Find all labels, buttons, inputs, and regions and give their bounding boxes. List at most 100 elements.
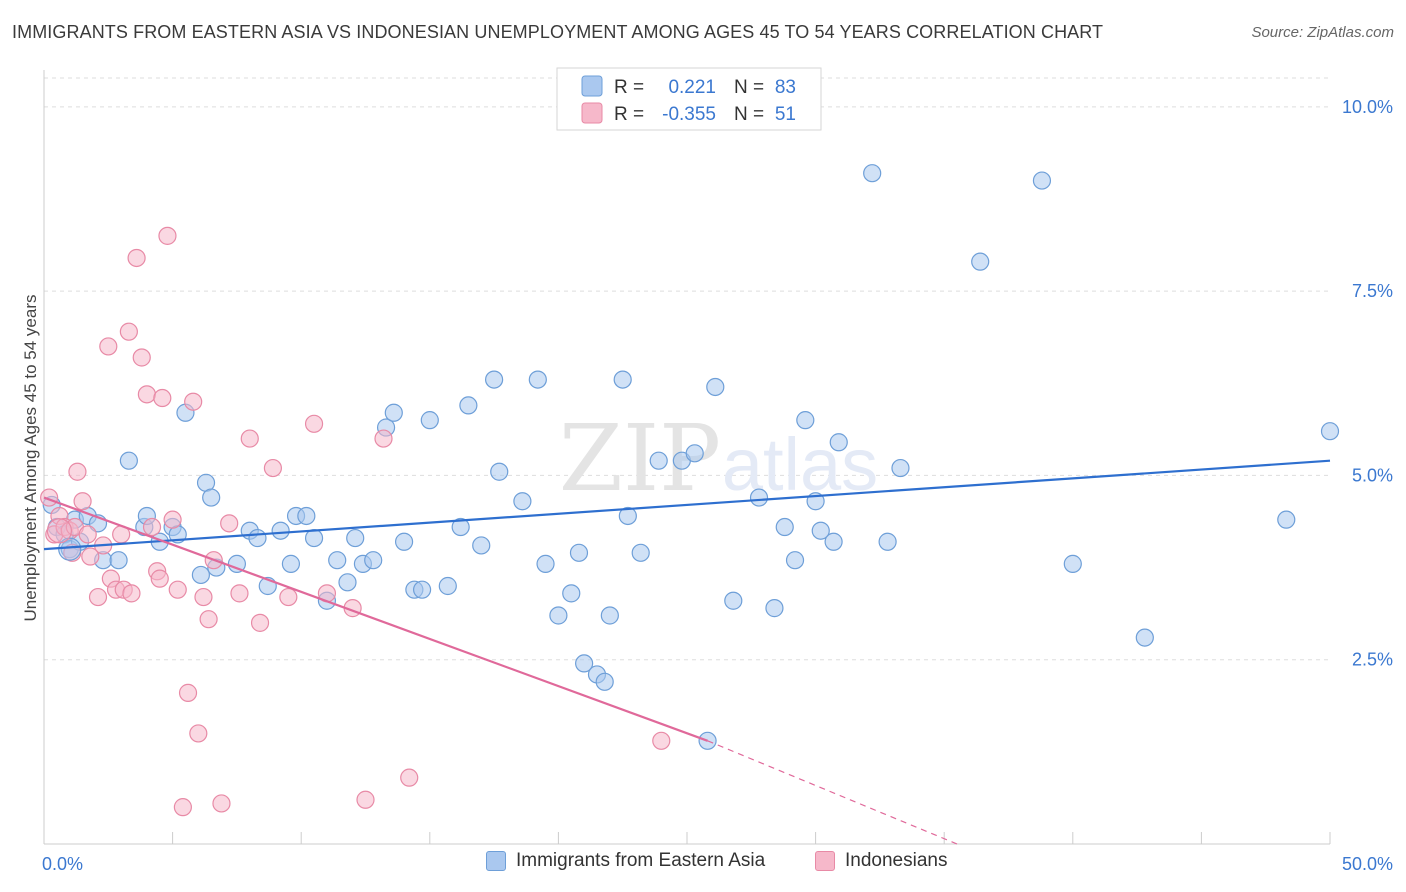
eastern-asia-point-73 <box>811 521 830 540</box>
watermark: ZIP atlas <box>559 405 878 512</box>
legend-n-value-0: 83 <box>775 77 796 98</box>
indonesian-point-7 <box>73 492 92 511</box>
eastern-asia-point-29 <box>304 528 324 548</box>
eastern-asia-point-54 <box>575 654 594 673</box>
eastern-asia-point-57 <box>600 606 619 625</box>
indonesian-point-47 <box>374 429 393 448</box>
eastern-asia-point-48 <box>513 492 532 511</box>
y-tick-label-2: 7.5% <box>1352 281 1393 301</box>
indonesian-trend-extension <box>707 740 958 845</box>
eastern-asia-point-31 <box>328 551 347 570</box>
indonesian-point-37 <box>220 514 239 533</box>
legend-stats: R = 0.221 N = 83 R = -0.355 N = 51 <box>556 67 822 131</box>
eastern-asia-point-66 <box>724 591 743 610</box>
indonesian-point-25 <box>153 388 172 408</box>
legend-n-label-0: N = <box>734 77 764 98</box>
eastern-asia-point-75 <box>829 433 848 452</box>
eastern-asia-point-67 <box>749 488 769 507</box>
eastern-asia-point-70 <box>785 551 805 570</box>
x-tick-label-0: 0.0% <box>42 854 83 874</box>
legend-swatch-pink <box>815 851 835 871</box>
trend-layer <box>43 459 1331 845</box>
legend-label-indonesians: Indonesians <box>845 850 948 871</box>
eastern-asia-point-65 <box>706 377 725 397</box>
eastern-asia-point-71 <box>796 411 815 430</box>
eastern-asia-point-56 <box>595 672 614 691</box>
indonesian-point-28 <box>168 580 187 599</box>
eastern-asia-point-10 <box>119 451 138 470</box>
indonesian-point-49 <box>652 731 671 750</box>
eastern-asia-point-79 <box>971 252 990 271</box>
indonesian-cluster-point <box>46 518 73 544</box>
eastern-asia-point-83 <box>1277 510 1296 529</box>
indonesian-point-27 <box>163 510 182 529</box>
eastern-asia-point-80 <box>1032 171 1052 190</box>
y-axis-label: Unemployment Among Ages 45 to 54 years <box>21 295 40 622</box>
eastern-asia-point-32 <box>338 573 357 592</box>
legend-label-eastern-asia: Immigrants from Eastern Asia <box>516 850 766 871</box>
eastern-asia-point-45 <box>472 536 491 555</box>
eastern-asia-point-46 <box>485 370 504 389</box>
indonesian-point-17 <box>119 322 138 341</box>
eastern-asia-point-19 <box>202 488 221 507</box>
legend-r-value-1: -0.355 <box>662 104 716 125</box>
legend-r-label-0: R = <box>614 77 644 98</box>
indonesian-point-22 <box>142 517 162 537</box>
legend-stats-swatch-0 <box>581 75 603 97</box>
eastern-asia-point-38 <box>394 532 414 551</box>
eastern-asia-point-58 <box>613 370 632 389</box>
indonesian-point-0 <box>40 488 59 507</box>
legend-n-value-1: 51 <box>775 104 796 125</box>
eastern-asia-point-81 <box>1063 554 1082 573</box>
indonesian-point-10 <box>88 587 108 607</box>
eastern-asia-point-21 <box>227 554 246 573</box>
eastern-asia-trend-line <box>43 459 1331 551</box>
indonesian-point-43 <box>304 414 324 433</box>
source-credit: Source: ZipAtlas.com <box>1251 24 1394 41</box>
eastern-asia-point-43 <box>451 517 470 537</box>
eastern-asia-point-53 <box>569 543 589 562</box>
eastern-asia-point-84 <box>1320 422 1340 441</box>
eastern-asia-point-47 <box>490 462 509 481</box>
legend-item-indonesians: Indonesians <box>815 850 947 872</box>
eastern-asia-point-9 <box>109 551 128 570</box>
indonesian-point-12 <box>99 337 118 356</box>
eastern-asia-point-77 <box>878 532 897 551</box>
indonesian-point-32 <box>189 724 208 743</box>
legend-r-value-0: 0.221 <box>668 77 716 98</box>
eastern-asia-point-17 <box>191 565 210 585</box>
indonesian-point-34 <box>199 610 218 629</box>
indonesian-point-9 <box>81 547 100 566</box>
eastern-asia-point-82 <box>1135 628 1154 647</box>
indonesian-point-8 <box>78 525 97 544</box>
legend-stats-swatch-1 <box>581 102 603 124</box>
indonesian-point-41 <box>263 458 283 478</box>
indonesian-point-33 <box>194 587 213 607</box>
eastern-asia-point-51 <box>549 606 568 625</box>
indonesian-point-26 <box>158 226 177 245</box>
watermark-atlas: atlas <box>722 423 878 506</box>
indonesian-point-19 <box>127 248 146 268</box>
indonesian-point-36 <box>212 794 231 813</box>
eastern-asia-point-61 <box>649 451 668 470</box>
indonesian-trend-line <box>43 496 708 742</box>
indonesian-point-30 <box>178 683 198 702</box>
eastern-asia-point-50 <box>536 554 555 573</box>
eastern-asia-point-68 <box>765 599 784 618</box>
indonesian-point-21 <box>137 385 156 404</box>
chart-title: IMMIGRANTS FROM EASTERN ASIA VS INDONESI… <box>12 22 1104 42</box>
legend-n-label-1: N = <box>734 104 764 125</box>
indonesian-point-48 <box>400 768 419 787</box>
indonesian-point-18 <box>122 584 141 603</box>
legend-swatch-blue <box>486 851 506 871</box>
eastern-asia-point-28 <box>297 506 316 526</box>
legend-item-eastern-asia: Immigrants from Eastern Asia <box>486 850 765 872</box>
eastern-asia-point-59 <box>618 506 637 526</box>
x-tick-label-1: 50.0% <box>1342 854 1393 874</box>
eastern-asia-point-25 <box>271 521 290 540</box>
eastern-asia-point-44 <box>459 396 478 415</box>
indonesian-point-38 <box>230 584 249 603</box>
indonesian-point-42 <box>279 587 298 607</box>
indonesian-point-29 <box>173 798 192 817</box>
